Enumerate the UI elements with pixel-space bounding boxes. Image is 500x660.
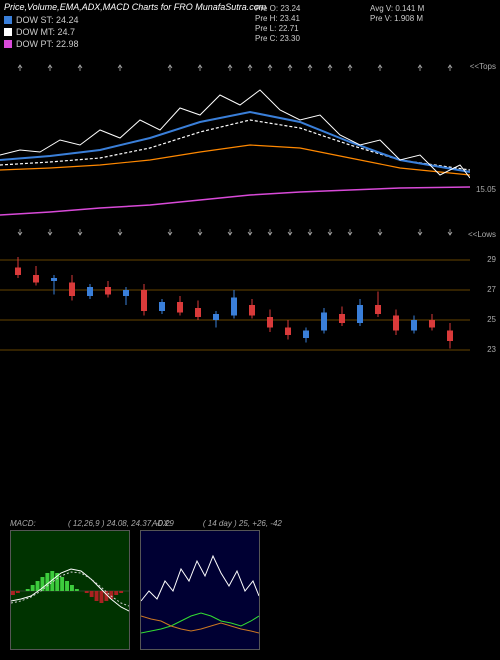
tops-note: <<Tops	[470, 62, 496, 71]
chart-title: Price,Volume,EMA,ADX,MACD Charts for FRO…	[0, 0, 500, 14]
price-y-label: 15.05	[476, 185, 496, 194]
candle-y-tick: 29	[487, 255, 496, 264]
candlestick-panel	[0, 245, 470, 365]
candle-y-tick: 23	[487, 345, 496, 354]
legend: DOW ST: 24.24 DOW MT: 24.7 DOW PT: 22.98	[4, 14, 79, 50]
price-ema-panel	[0, 60, 470, 240]
adx-indicator	[140, 530, 260, 650]
legend-swatch	[4, 28, 12, 36]
adx-params: ( 14 day ) 25, +26, -42	[203, 519, 282, 528]
candle-y-tick: 25	[487, 315, 496, 324]
ohlc-info: Pre O: 23.24Pre H: 23.41Pre L: 22.71Pre …	[255, 4, 300, 44]
adx-label: ADX:	[152, 519, 171, 528]
macd-indicator	[10, 530, 130, 650]
legend-swatch	[4, 16, 12, 24]
volume-info: Avg V: 0.141 MPre V: 1.908 M	[370, 4, 424, 24]
legend-swatch	[4, 40, 12, 48]
lows-note: <<Lows	[468, 230, 496, 239]
legend-label: DOW ST: 24.24	[16, 14, 79, 26]
legend-label: DOW PT: 22.98	[16, 38, 79, 50]
legend-label: DOW MT: 24.7	[16, 26, 75, 38]
macd-label: MACD:	[10, 519, 36, 528]
candle-y-tick: 27	[487, 285, 496, 294]
